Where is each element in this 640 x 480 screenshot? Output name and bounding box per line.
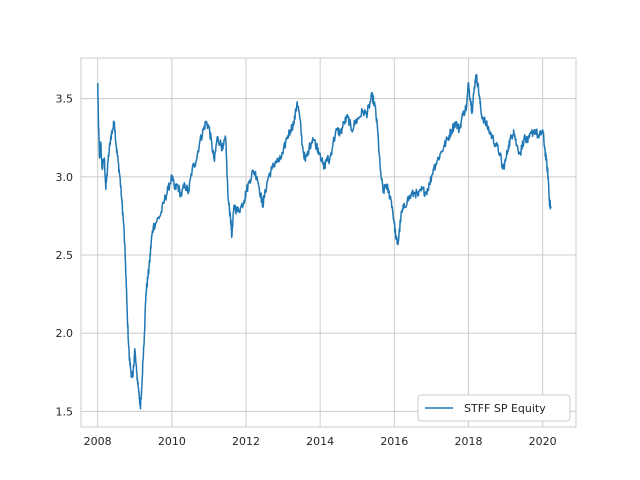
x-tick-label: 2008 — [84, 435, 112, 448]
x-tick-label: 2016 — [380, 435, 408, 448]
legend: STFF SP Equity — [417, 394, 571, 422]
legend-label: STFF SP Equity — [464, 402, 546, 415]
series-lines — [96, 73, 552, 410]
axes-frame — [80, 57, 577, 428]
plot-area — [81, 58, 576, 427]
y-tick-label: 2.5 — [56, 249, 74, 262]
axes-spines — [80, 57, 577, 428]
legend-box — [417, 394, 571, 422]
series-line — [96, 73, 552, 410]
y-axis-ticks: 1.5 2.0 2.5 3.0 3.5 — [56, 93, 74, 419]
x-tick-label: 2020 — [529, 435, 557, 448]
x-tick-label: 2014 — [306, 435, 334, 448]
grid-lines — [81, 58, 576, 427]
x-tick-label: 2018 — [454, 435, 482, 448]
x-axis-ticks: 2008 2010 2012 2014 2016 2018 2020 — [84, 435, 557, 448]
y-tick-label: 3.5 — [56, 93, 74, 106]
y-tick-label: 1.5 — [56, 405, 74, 418]
x-tick-label: 2010 — [158, 435, 186, 448]
y-tick-label: 3.0 — [56, 171, 74, 184]
y-tick-label: 2.0 — [56, 327, 74, 340]
x-tick-label: 2012 — [232, 435, 260, 448]
